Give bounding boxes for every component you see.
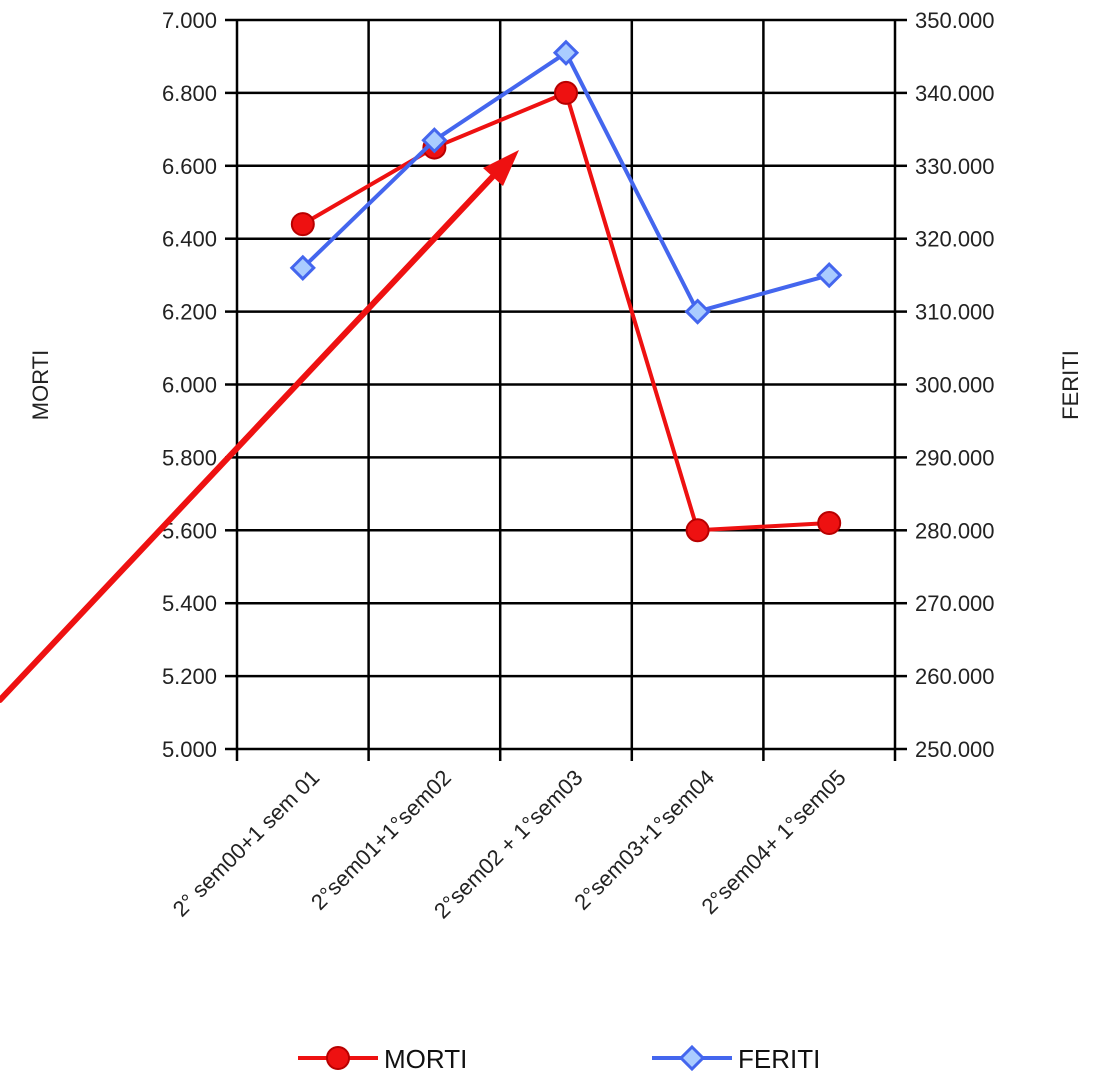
legend-label-morti: MORTI	[384, 1044, 467, 1074]
x-tick-label: 2°sem02 + 1°sem03	[429, 765, 588, 924]
right-axis-title: FERITI	[1058, 350, 1083, 420]
left-tick-label: 6.200	[162, 300, 217, 325]
left-tick-label: 6.800	[162, 81, 217, 106]
right-tick-label: 310.000	[915, 300, 995, 325]
data-point-feriti	[421, 127, 448, 154]
right-tick-label: 260.000	[915, 664, 995, 689]
x-tick-label: 2°sem03+1°sem04	[569, 765, 719, 915]
right-tick-label: 270.000	[915, 591, 995, 616]
left-tick-label: 7.000	[162, 8, 217, 33]
right-tick-label: 250.000	[915, 737, 995, 762]
left-axis-title: MORTI	[28, 350, 53, 420]
x-tick-label: 2°sem04+ 1°sem05	[697, 765, 851, 919]
data-point-morti	[554, 80, 578, 105]
annotation-arrow	[0, 150, 519, 703]
x-tick-label: 2° sem00+1 sem 01	[168, 765, 325, 922]
right-axis-ticks: 250.000 260.000 270.000 280.000 290.000 300.0…	[895, 8, 995, 762]
right-tick-label: 350.000	[915, 8, 995, 33]
grid	[235, 18, 897, 761]
left-tick-label: 5.400	[162, 591, 217, 616]
right-tick-label: 340.000	[915, 81, 995, 106]
data-point-morti	[817, 511, 842, 536]
right-tick-label: 290.000	[915, 445, 995, 470]
data-point-feriti	[552, 39, 580, 66]
left-tick-label: 5.200	[162, 664, 217, 689]
left-tick-label: 5.000	[162, 737, 217, 762]
legend-marker-diamond	[678, 1044, 706, 1072]
data-point-morti	[290, 212, 315, 237]
legend-label-feriti: FERITI	[738, 1044, 820, 1074]
x-tick-label: 2°sem01+1°sem02	[306, 765, 456, 915]
data-point-morti	[685, 518, 710, 543]
right-tick-label: 330.000	[915, 154, 995, 179]
right-tick-label: 300.000	[915, 373, 995, 398]
annotation-arrow-shaft	[0, 169, 500, 703]
x-axis-ticks: 2° sem00+1 sem 012°sem01+1°sem022°sem02 …	[168, 765, 851, 924]
series	[289, 39, 843, 543]
annotation-arrow-head	[483, 150, 519, 186]
right-tick-label: 280.000	[915, 518, 995, 543]
data-point-feriti	[289, 254, 316, 281]
left-tick-label: 6.400	[162, 227, 217, 252]
left-tick-label: 6.600	[162, 154, 217, 179]
legend-marker-circle	[326, 1046, 350, 1070]
legend: MORTI FERITI	[298, 1044, 820, 1074]
right-tick-label: 320.000	[915, 227, 995, 252]
left-axis-ticks: 5.0005.2005.4005.6005.8006.0006.2006.400…	[162, 8, 237, 762]
data-point-feriti	[684, 298, 711, 325]
data-point-feriti	[816, 262, 843, 289]
left-tick-label: 5.800	[162, 445, 217, 470]
left-tick-label: 6.000	[162, 373, 217, 398]
